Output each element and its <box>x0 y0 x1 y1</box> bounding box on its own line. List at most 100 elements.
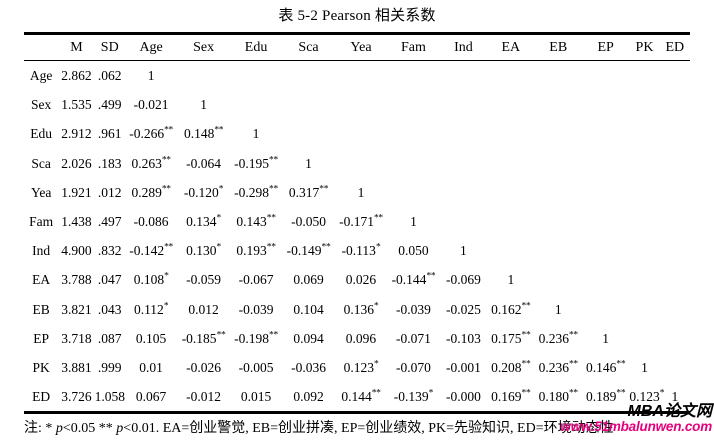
cell-correlation <box>629 265 659 294</box>
cell-correlation: 1 <box>200 97 207 113</box>
cell-correlation: 0.289** <box>131 184 171 200</box>
row-label-eb: EB <box>32 301 50 317</box>
cell-correlation <box>582 90 629 119</box>
cell-correlation: 1 <box>357 184 365 200</box>
cell-correlation: 0.148** <box>183 125 224 142</box>
column-header-eb: EB <box>549 40 568 55</box>
cell-correlation <box>660 353 690 382</box>
cell-correlation <box>335 90 387 119</box>
cell-correlation <box>629 295 659 324</box>
cell-correlation <box>660 149 690 178</box>
correlation-table-container: M SD Age Sex Edu Sca Yea Fam Ind EA EB EP PK ED Age 2.… <box>24 32 690 411</box>
cell-correlation: 0.236** <box>538 330 579 346</box>
cell-correlation <box>535 119 582 148</box>
cell-correlation: -0.039 <box>238 301 274 317</box>
cell-correlation: 0.208** <box>491 359 531 376</box>
cell-correlation: -0.185** <box>181 330 226 346</box>
table-row: Fam 1.438 .497 -0.086 0.134* 0.143** -0.050 -0.… <box>24 207 690 236</box>
cell-correlation <box>387 119 439 148</box>
cell-correlation <box>440 119 487 148</box>
cell-correlation: -0.266** <box>129 125 173 142</box>
cell-correlation <box>535 236 582 265</box>
significance-marker: ** <box>521 359 531 370</box>
cell-correlation: 0.01 <box>139 360 163 376</box>
cell-correlation: -0.067 <box>238 272 274 288</box>
row-label-age: Age <box>29 68 53 83</box>
significance-marker: * <box>428 388 434 399</box>
cell-correlation: 0.236** <box>538 359 579 376</box>
cell-correlation: -0.025 <box>445 301 481 317</box>
column-header-sex: Sex <box>193 40 215 55</box>
cell-correlation <box>487 207 534 236</box>
significance-marker: ** <box>269 330 278 341</box>
cell-correlation: 1 <box>554 301 562 317</box>
cell-correlation <box>335 61 387 91</box>
significance-marker: ** <box>216 330 226 341</box>
cell-correlation <box>582 295 629 324</box>
footnote-p-symbol: p <box>55 421 63 436</box>
cell-correlation <box>629 90 659 119</box>
cell-sd: .961 <box>97 126 122 142</box>
significance-marker: ** <box>373 213 383 224</box>
table-body: Age 2.862 .062 1 Sex 1.535 .499 -0.021 1 Edu 2.912… <box>24 61 690 412</box>
table-row: EP 3.718 .087 0.105 -0.185** -0.198** 0.094 0.0… <box>24 324 690 353</box>
cell-correlation <box>335 119 387 148</box>
cell-correlation <box>535 90 582 119</box>
cell-correlation: 0.146** <box>586 359 626 376</box>
significance-marker: * <box>375 242 381 253</box>
column-header-blank <box>24 34 58 61</box>
cell-correlation: 0.169** <box>491 388 531 405</box>
table-row: PK 3.881 .999 0.01 -0.026 -0.005 -0.036 0.123* -… <box>24 353 690 382</box>
cell-correlation <box>660 295 690 324</box>
cell-sd: .087 <box>97 330 122 346</box>
significance-marker: * <box>218 184 224 195</box>
cell-sd: .062 <box>97 68 122 83</box>
cell-correlation <box>177 61 229 91</box>
cell-correlation: -0.005 <box>238 360 274 376</box>
cell-mean: 1.438 <box>61 214 92 230</box>
cell-correlation <box>440 207 487 236</box>
cell-correlation: 0.189** <box>586 388 626 405</box>
column-header-yea: Yea <box>350 40 372 55</box>
cell-mean: 4.900 <box>61 243 92 259</box>
cell-correlation <box>582 178 629 207</box>
cell-mean: 2.912 <box>61 126 92 142</box>
cell-correlation: 1 <box>460 243 467 259</box>
cell-correlation <box>387 149 439 178</box>
row-label-ind: Ind <box>32 243 51 259</box>
cell-correlation: -0.139* <box>393 388 434 405</box>
table-caption: 表 5-2 Pearson 相关系数 <box>278 8 436 24</box>
cell-correlation: -0.120* <box>183 184 224 200</box>
table-row: Yea 1.921 .012 0.289** -0.120* -0.298** 0.317*… <box>24 178 690 207</box>
cell-correlation <box>487 119 534 148</box>
cell-correlation <box>487 149 534 178</box>
cell-correlation: 0.092 <box>293 389 324 405</box>
column-header-edu: Edu <box>244 40 268 55</box>
table-row: ED 3.726 1.058 0.067 -0.012 0.015 0.092 0.144**… <box>24 382 690 411</box>
cell-correlation <box>629 119 659 148</box>
cell-correlation: 0.143** <box>236 213 276 230</box>
cell-correlation <box>582 265 629 294</box>
significance-marker: * <box>373 359 379 370</box>
cell-correlation: -0.071 <box>396 330 431 346</box>
footnote-text: 注: * <box>24 421 56 436</box>
cell-correlation: 0.123* <box>629 388 665 405</box>
footnote-text: <0.01. EA=创业警觉, EB=创业拼凑, EP=创业绩效, PK=先验知… <box>123 421 614 436</box>
row-label-ea: EA <box>32 272 51 288</box>
cell-correlation <box>282 90 334 119</box>
cell-correlation <box>535 149 582 178</box>
cell-sd: .832 <box>97 243 122 259</box>
cell-correlation: 0.130* <box>186 242 221 259</box>
cell-correlation: -0.050 <box>291 214 326 230</box>
footnote-text: <0.05 ** <box>62 421 117 436</box>
cell-correlation: -0.070 <box>396 360 431 376</box>
cell-mean: 3.788 <box>61 272 92 288</box>
cell-correlation <box>660 236 690 265</box>
table-row: EB 3.821 .043 0.112* 0.012 -0.039 0.104 0.136* -… <box>24 295 690 324</box>
cell-correlation: -0.069 <box>445 272 481 288</box>
cell-correlation: 0.012 <box>188 301 219 317</box>
significance-marker: ** <box>616 388 626 399</box>
cell-correlation: 1 <box>507 272 515 288</box>
cell-correlation: 0.112* <box>133 301 169 317</box>
cell-correlation <box>660 119 690 148</box>
